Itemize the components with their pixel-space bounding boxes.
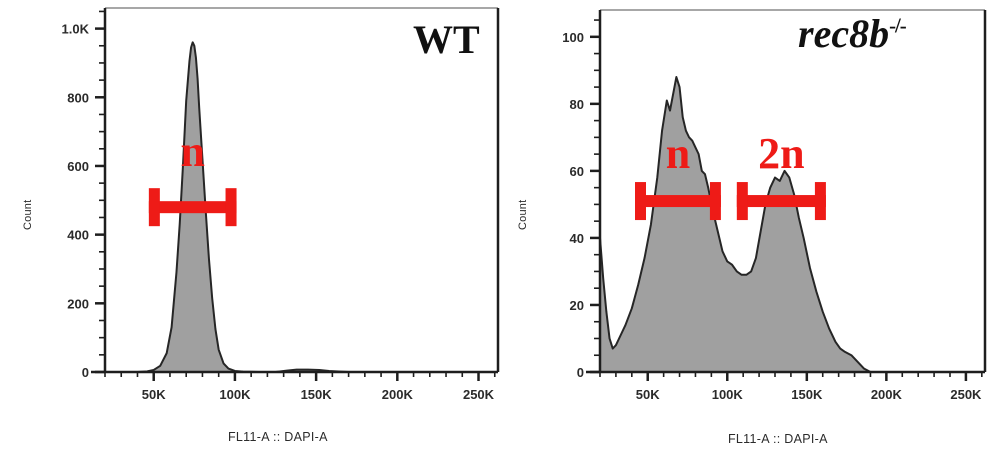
ploidy-annotation-2n: 2n — [737, 129, 826, 220]
histogram-plot-rec8b: 50K 100K 150K 200K 250K 0 20 40 60 80 100 n 2n — [500, 0, 1000, 460]
y-tick-label: 60 — [570, 164, 584, 179]
y-tick-label: 400 — [67, 228, 89, 243]
x-tick-label: 50K — [636, 387, 660, 402]
sample-label-rec8b-text: rec8b — [798, 11, 889, 56]
ploidy-label-n: n — [180, 127, 204, 176]
y-axis-title-rec8b: Count — [517, 200, 529, 230]
ploidy-bar-cap-right — [710, 182, 721, 220]
ploidy-label-n: n — [666, 129, 690, 178]
y-tick-label: 0 — [577, 365, 584, 380]
ploidy-bar-cap-right — [226, 188, 237, 226]
histogram-plot-wt: 50K 100K 150K 200K 250K 0 200 400 600 800 1.0K n — [0, 0, 520, 460]
ploidy-bar-cap-right — [815, 182, 826, 220]
sample-label-wt: WT — [413, 20, 480, 60]
sample-label-wt-text: WT — [413, 17, 480, 62]
x-tick-label: 150K — [791, 387, 823, 402]
y-tick-label: 80 — [570, 97, 584, 112]
ploidy-annotation-n: n — [635, 129, 721, 220]
ploidy-label-2n: 2n — [758, 129, 804, 178]
x-tick-label: 200K — [382, 387, 414, 402]
y-tick-label: 600 — [67, 159, 89, 174]
x-tick-label: 200K — [871, 387, 903, 402]
y-tick-label: 100 — [562, 30, 584, 45]
x-tick-label: 150K — [301, 387, 333, 402]
panel-rec8b: 50K 100K 150K 200K 250K 0 20 40 60 80 100 n 2n Count… — [500, 0, 1000, 460]
y-axis-title-wt: Count — [22, 200, 34, 230]
ploidy-bar-cap-left — [635, 182, 646, 220]
y-tick-label: 0 — [82, 365, 89, 380]
sample-label-rec8b: rec8b-/- — [798, 14, 906, 54]
ploidy-bar-cap-left — [149, 188, 160, 226]
flow-cytometry-figure: 50K100K150K200K250K02004006008001.0Kn Co… — [0, 0, 1000, 460]
ploidy-bar — [635, 195, 721, 207]
y-tick-label: 200 — [67, 296, 89, 311]
x-tick-label: 250K — [463, 387, 495, 402]
x-axis-title-wt: FL11-A :: DAPI-A — [228, 430, 328, 444]
y-tick-label: 20 — [570, 298, 584, 313]
ploidy-bar-cap-left — [737, 182, 748, 220]
x-tick-label: 100K — [712, 387, 744, 402]
y-tick-label: 40 — [570, 231, 584, 246]
ploidy-bar — [149, 201, 237, 213]
histogram-area — [600, 77, 985, 372]
x-tick-label: 50K — [142, 387, 166, 402]
y-tick-label: 1.0K — [62, 22, 90, 37]
x-tick-label: 100K — [219, 387, 251, 402]
y-tick-label: 800 — [67, 90, 89, 105]
x-axis-title-rec8b: FL11-A :: DAPI-A — [728, 432, 828, 446]
sample-label-rec8b-superscript: -/- — [889, 15, 906, 38]
x-tick-label: 250K — [950, 387, 982, 402]
ploidy-bar — [737, 195, 826, 207]
panel-wt: 50K 100K 150K 200K 250K 0 200 400 600 800 1.0K n Co… — [0, 0, 520, 460]
